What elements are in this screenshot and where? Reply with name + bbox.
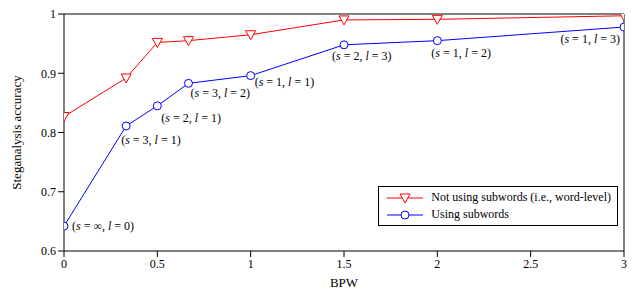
svg-text:BPW: BPW — [330, 275, 359, 289]
html-text:Not using subwords (i.e., word: Not using subwords (i.e., word-level) — [431, 190, 611, 204]
svg-text:3: 3 — [621, 257, 627, 271]
svg-text:(s = 1, l = 2): (s = 1, l = 2) — [431, 46, 491, 60]
svg-text:1: 1 — [50, 8, 56, 21]
svg-text:1: 1 — [248, 257, 254, 271]
svg-text:(s = 1, l = 3): (s = 1, l = 3) — [560, 32, 620, 46]
svg-text:0.5: 0.5 — [150, 257, 165, 271]
svg-text:2.5: 2.5 — [523, 257, 538, 271]
svg-text:(s = ∞, l = 0): (s = ∞, l = 0) — [72, 219, 134, 233]
svg-text:0.8: 0.8 — [41, 126, 56, 140]
svg-text:(s = 3, l = 2): (s = 3, l = 2) — [191, 86, 251, 100]
svg-text:(s = 2, l = 1): (s = 2, l = 1) — [161, 111, 221, 125]
svg-text:0.6: 0.6 — [41, 244, 56, 258]
svg-text:(s = 3, l = 1): (s = 3, l = 1) — [121, 133, 181, 147]
html-text:Using subwords: Using subwords — [431, 207, 509, 221]
svg-text:0: 0 — [61, 257, 67, 271]
svg-text:(s = 2, l = 3): (s = 2, l = 3) — [332, 49, 392, 63]
svg-text:1.5: 1.5 — [337, 257, 352, 271]
svg-text:(s = 1, l = 1): (s = 1, l = 1) — [255, 75, 315, 89]
svg-text:2: 2 — [434, 257, 440, 271]
svg-text:Steganalysis accuracy: Steganalysis accuracy — [9, 75, 24, 190]
svg-text:0.7: 0.7 — [41, 185, 56, 199]
svg-text:0.9: 0.9 — [41, 67, 56, 81]
